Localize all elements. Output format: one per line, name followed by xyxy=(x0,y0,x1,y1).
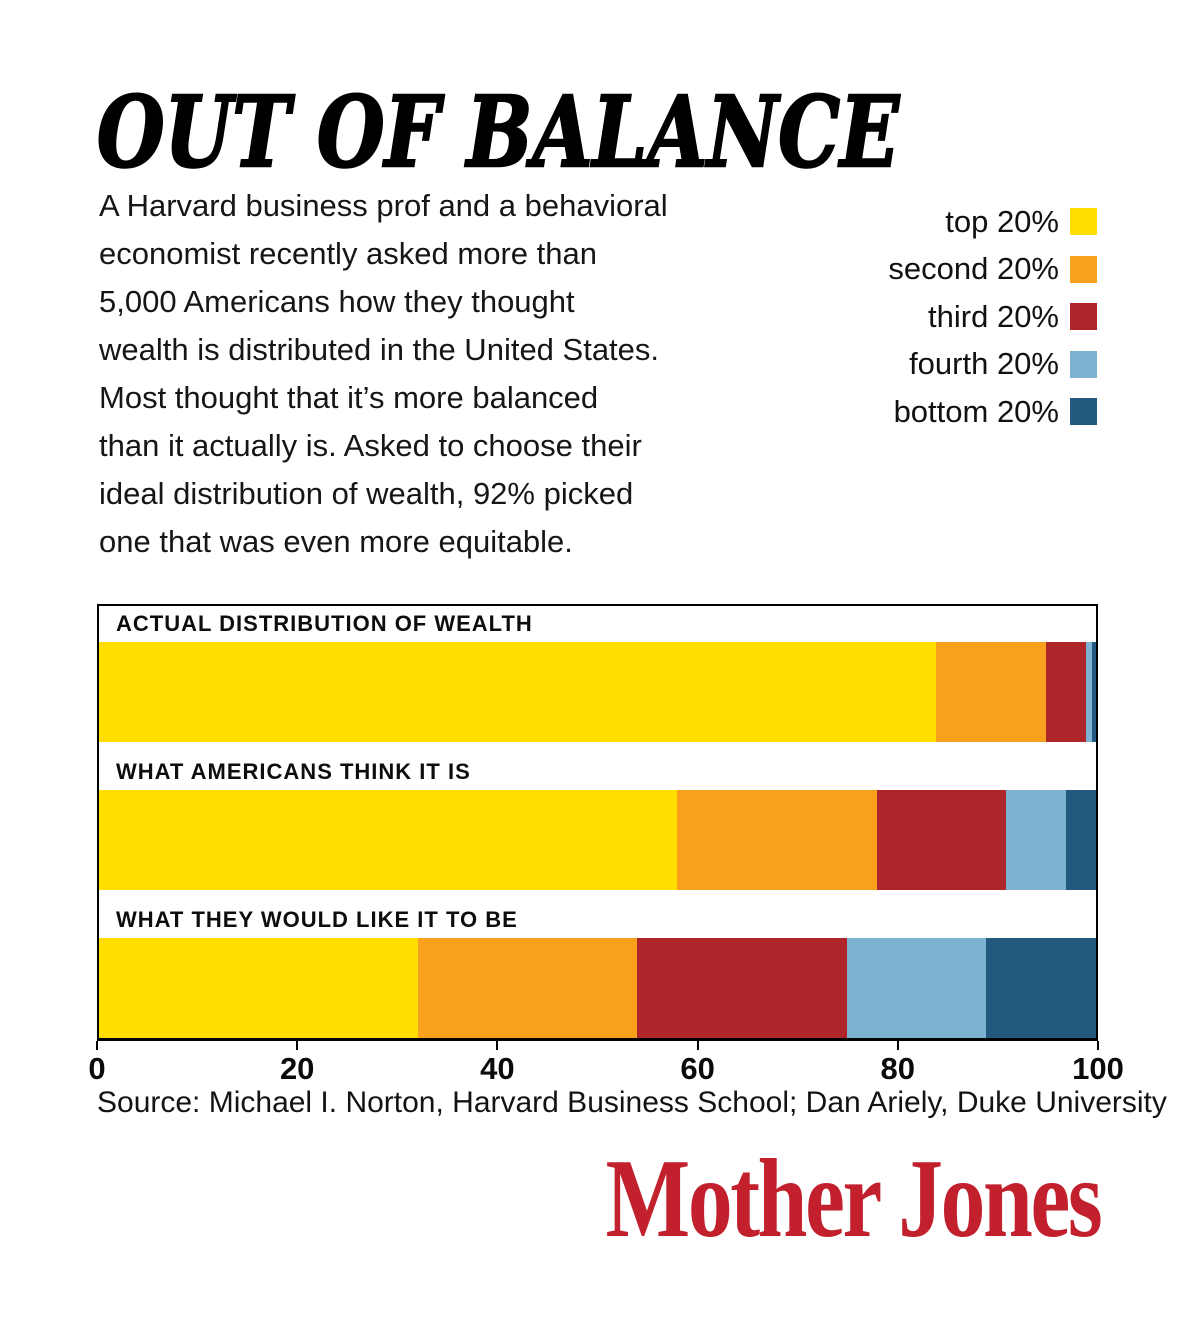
legend-swatch xyxy=(1070,398,1097,426)
bar-segment xyxy=(1091,642,1096,742)
axis-tick xyxy=(696,1041,699,1050)
axis-tick-label: 80 xyxy=(880,1051,916,1086)
bar-row-label: ACTUAL DISTRIBUTION OF WEALTH xyxy=(116,611,533,636)
axis-tick xyxy=(296,1041,299,1050)
bar xyxy=(99,642,1096,742)
x-axis: 0 20 40 60 80 100 xyxy=(88,1041,1124,1086)
legend-label: bottom 20% xyxy=(893,393,1059,429)
legend-item: second 20% xyxy=(888,246,1097,294)
axis-tick xyxy=(96,1041,98,1050)
bar-row-label: WHAT THEY WOULD LIKE IT TO BE xyxy=(116,907,518,932)
legend-item: fourth 20% xyxy=(909,341,1097,389)
bar-segment xyxy=(99,790,678,890)
bar-segment xyxy=(1086,642,1092,742)
legend: top 20% second 20% third 20% fourth 20% bott… xyxy=(888,198,1097,436)
bar-segment xyxy=(637,938,847,1038)
bar-segment xyxy=(986,938,1096,1038)
legend-label: fourth 20% xyxy=(909,346,1059,382)
bar-segment xyxy=(99,938,419,1038)
mother-jones-logo: Mother Jones xyxy=(605,1137,1102,1261)
bar xyxy=(99,938,1096,1038)
legend-swatch xyxy=(1070,208,1097,236)
axis-tick-label: 100 xyxy=(1072,1051,1124,1086)
bar-segment xyxy=(876,790,1007,890)
bar-segment xyxy=(677,790,877,890)
bar xyxy=(99,790,1096,890)
axis-tick-label: 0 xyxy=(88,1051,106,1086)
bar-segment xyxy=(99,642,937,742)
axis-tick xyxy=(496,1041,499,1050)
legend-label: top 20% xyxy=(945,203,1059,239)
axis-tick-label: 20 xyxy=(279,1051,315,1086)
source-text: Source: Michael I. Norton, Harvard Busin… xyxy=(97,1086,1167,1119)
legend-swatch xyxy=(1070,303,1097,331)
axis-tick-label: 60 xyxy=(680,1051,715,1086)
bar-segment xyxy=(1006,790,1067,890)
axis-tick-label: 40 xyxy=(480,1051,515,1086)
intro-text: A Harvard business prof and a behavioral… xyxy=(99,188,668,559)
legend-item: bottom 20% xyxy=(894,388,1097,436)
bar-segment xyxy=(1066,790,1096,890)
legend-item: top 20% xyxy=(945,198,1097,246)
chart: ACTUAL DISTRIBUTION OF WEALTH WHAT AMERIC… xyxy=(97,604,1098,1041)
legend-swatch xyxy=(1070,350,1097,378)
bar-segment xyxy=(846,938,987,1038)
legend-label: second 20% xyxy=(888,251,1059,287)
bar-segment xyxy=(1046,642,1086,742)
legend-item: third 20% xyxy=(928,293,1097,341)
bar-row-label: WHAT AMERICANS THINK IT IS xyxy=(116,759,471,784)
bar-segment xyxy=(418,938,638,1038)
legend-label: third 20% xyxy=(928,298,1059,334)
page-title: OUT OF BALANCE xyxy=(96,75,900,189)
axis-tick xyxy=(896,1041,899,1050)
legend-swatch xyxy=(1070,255,1097,283)
axis-tick xyxy=(1097,1041,1099,1050)
bar-segment xyxy=(936,642,1047,742)
